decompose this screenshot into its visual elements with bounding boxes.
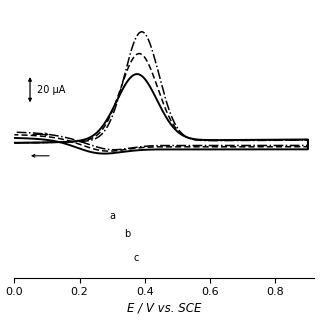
X-axis label: E / V vs. SCE: E / V vs. SCE — [127, 301, 202, 315]
Text: a: a — [109, 211, 115, 221]
Text: c: c — [134, 253, 140, 263]
Text: 20 μA: 20 μA — [37, 85, 66, 95]
Text: b: b — [124, 229, 130, 239]
